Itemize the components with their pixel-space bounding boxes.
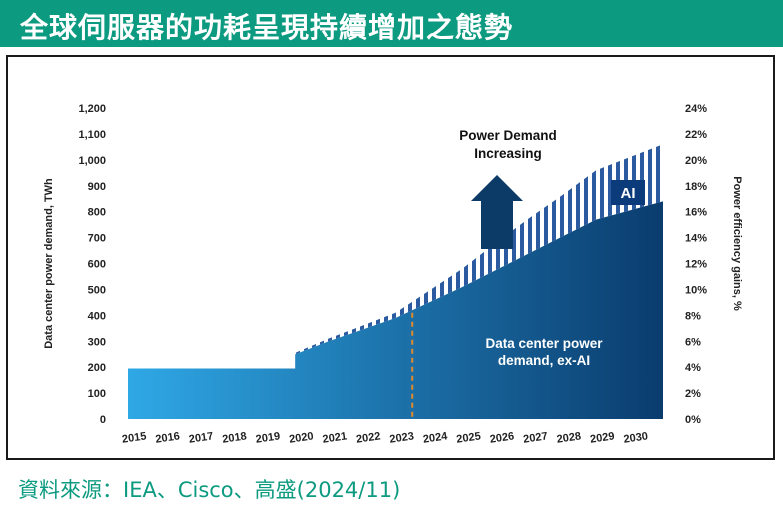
x-tick-label: 2016 [155,430,181,445]
y-tick-label: 700 [88,233,106,245]
x-tick-label: 2029 [589,430,615,445]
chart-frame: 0 100 200 300 400 500 600 700 800 900 1,000 1,100 1,… [6,55,775,460]
y2-tick-label: 0% [685,414,701,426]
title-bar: 全球伺服器的功耗呈現持續增加之態勢 [0,0,783,47]
ai-label-box [611,180,645,205]
x-tick-label: 2030 [623,430,649,445]
y2-tick-label: 4% [685,362,701,374]
y-tick-label: 800 [88,207,106,219]
y-tick-label: 0 [100,414,106,426]
x-tick-label: 2028 [556,430,582,445]
y2-axis-label: Power efficiency gains, % [731,176,743,311]
y2-tick-label: 2% [685,388,701,400]
y-tick-label: 1,100 [78,129,106,141]
annotation-increasing: Increasing [474,146,542,161]
y-tick-label: 400 [88,310,106,322]
series-ai-area [128,144,663,369]
y-tick-label: 1,000 [78,155,106,167]
y-tick-label: 200 [88,362,106,374]
series-exai-area [128,201,663,419]
page-title: 全球伺服器的功耗呈現持續增加之態勢 [20,11,514,44]
y-tick-label: 100 [88,388,106,400]
y2-tick-label: 10% [685,284,707,296]
ai-label-text: AI [621,185,636,202]
x-tick-label: 2027 [523,430,549,445]
x-tick-label: 2015 [121,430,147,445]
y2-tick-label: 14% [685,233,707,245]
y2-tick-label: 24% [685,103,707,115]
y2-tick-label: 8% [685,310,701,322]
x-tick-label: 2020 [288,430,314,445]
y-tick-label: 1,200 [78,103,106,115]
y-tick-label: 300 [88,336,106,348]
x-tick-label: 2022 [355,430,381,445]
exai-label-line1: Data center power [485,336,603,351]
y2-tick-label: 6% [685,336,701,348]
arrow-up-icon [471,175,523,249]
y2-tick-label: 22% [685,129,707,141]
x-tick-label: 2021 [322,430,348,445]
x-tick-label: 2019 [255,430,281,445]
y2-tick-label: 18% [685,181,707,193]
exai-label-line2: demand, ex-AI [498,353,590,368]
source-note: 資料來源：IEA、Cisco、高盛(2024/11) [18,478,401,502]
y2-tick-label: 20% [685,155,707,167]
x-tick-label: 2017 [188,430,214,445]
annotation-power-demand: Power Demand [459,128,557,143]
x-tick-label: 2023 [389,430,415,445]
y-tick-label: 900 [88,181,106,193]
x-tick-label: 2025 [456,430,482,445]
chart-svg: 0 100 200 300 400 500 600 700 800 900 1,000 1,100 1,… [43,103,743,446]
x-tick-label: 2018 [222,430,248,445]
y2-tick-label: 16% [685,207,707,219]
x-tick-label: 2026 [489,430,515,445]
y-tick-label: 600 [88,259,106,271]
y-axis-label: Data center power demand, TWh [43,178,55,349]
y-tick-label: 500 [88,284,106,296]
x-tick-label: 2024 [422,430,449,445]
y2-tick-label: 12% [685,259,707,271]
